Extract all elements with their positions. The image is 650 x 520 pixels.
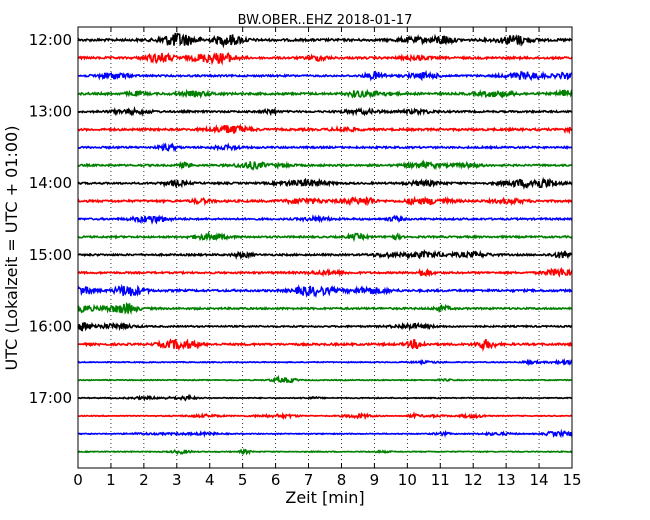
trace-1345 xyxy=(77,159,573,171)
trace-1700 xyxy=(77,393,573,402)
trace-1715 xyxy=(78,411,573,421)
trace-1415 xyxy=(77,195,573,207)
trace-1600 xyxy=(77,321,573,332)
y-axis: 12:00 13:00 14:00 15:00 16:00 17:00 xyxy=(29,31,572,407)
x-tick-label: 14 xyxy=(530,471,549,489)
y-tick-label: 13:00 xyxy=(29,103,72,121)
x-tick-label: 12 xyxy=(464,471,483,489)
x-tick-label: 7 xyxy=(304,471,314,489)
trace-1200 xyxy=(77,32,573,49)
trace-1730 xyxy=(77,428,573,438)
x-axis: 0 1 2 3 4 5 6 7 8 9 10 11 12 13 14 15 xyxy=(73,27,582,489)
trace-1615 xyxy=(77,338,573,352)
trace-1330 xyxy=(77,142,573,153)
x-tick-label: 0 xyxy=(73,471,83,489)
trace-1745 xyxy=(77,448,573,456)
x-tick-label: 10 xyxy=(398,471,417,489)
seismogram-traces xyxy=(77,32,573,456)
trace-1315 xyxy=(78,123,573,135)
x-axis-label: Zeit [min] xyxy=(285,488,364,507)
trace-1630 xyxy=(77,357,573,367)
x-tick-label: 2 xyxy=(139,471,149,489)
y-tick-label: 14:00 xyxy=(29,174,72,192)
x-tick-label: 5 xyxy=(238,471,248,489)
trace-1430 xyxy=(77,214,573,225)
x-tick-label: 13 xyxy=(497,471,516,489)
trace-1230 xyxy=(77,69,573,82)
chart-title: BW.OBER..EHZ 2018-01-17 xyxy=(238,13,413,28)
x-tick-label: 6 xyxy=(271,471,281,489)
x-tick-label: 3 xyxy=(172,471,182,489)
x-tick-label: 4 xyxy=(205,471,215,489)
y-tick-label: 15:00 xyxy=(29,246,72,264)
trace-1215 xyxy=(78,52,573,66)
plot-frame xyxy=(77,26,573,469)
trace-1300 xyxy=(77,105,573,117)
trace-1245 xyxy=(77,88,573,99)
grid-lines xyxy=(110,27,540,468)
trace-1530 xyxy=(77,283,573,299)
x-tick-label: 9 xyxy=(370,471,380,489)
x-tick-label: 8 xyxy=(337,471,347,489)
y-tick-label: 16:00 xyxy=(29,317,72,335)
trace-1545 xyxy=(77,302,572,315)
x-tick-label: 11 xyxy=(431,471,450,489)
trace-1445 xyxy=(77,230,573,243)
trace-1500 xyxy=(77,249,573,261)
trace-1645 xyxy=(77,374,573,385)
trace-1400 xyxy=(77,176,573,190)
x-tick-label: 15 xyxy=(562,471,581,489)
trace-1515 xyxy=(77,266,573,278)
y-tick-label: 12:00 xyxy=(29,31,72,49)
x-tick-label: 1 xyxy=(106,471,116,489)
y-axis-label: UTC (Lokalzeit = UTC + 01:00) xyxy=(2,126,21,371)
y-tick-label: 17:00 xyxy=(29,389,72,407)
